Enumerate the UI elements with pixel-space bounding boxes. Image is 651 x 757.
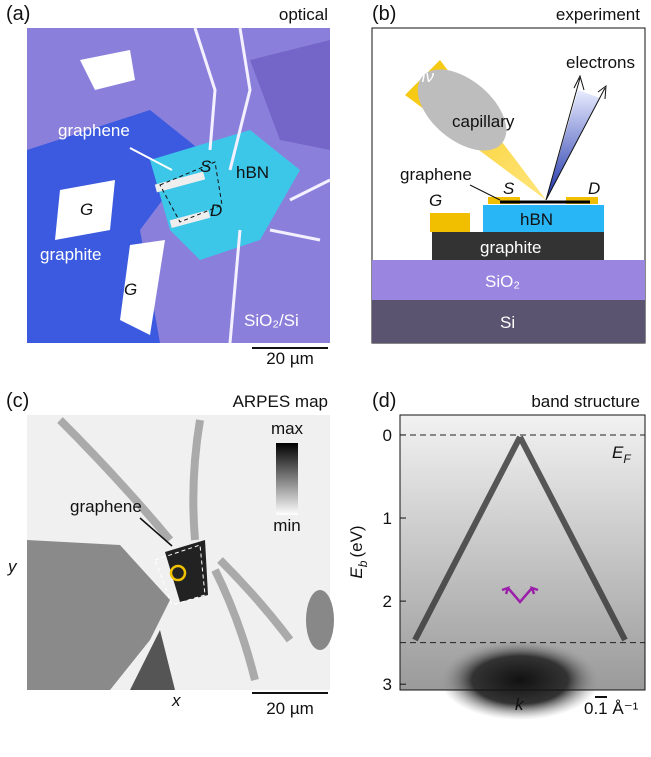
subscript: b: [356, 560, 370, 567]
axis-label: x: [171, 691, 181, 710]
label: graphite: [40, 245, 101, 264]
label: graphene: [58, 121, 130, 140]
unit: (eV): [347, 525, 366, 557]
gate-contact: [430, 213, 470, 232]
label: hBN: [236, 163, 269, 182]
label: graphene: [400, 165, 472, 184]
label: Si: [500, 313, 515, 332]
panel-label: (a): [6, 3, 30, 25]
subscript: F: [623, 452, 631, 466]
region: [306, 590, 334, 650]
label: D: [588, 179, 600, 198]
panel-title: band structure: [531, 392, 640, 411]
label: capillary: [452, 112, 515, 131]
label: graphite: [480, 238, 541, 257]
symbol: E: [347, 567, 366, 579]
panel-label: (c): [6, 390, 29, 412]
panel-a: (a) optical graphene S hBN D G graphite …: [6, 3, 330, 368]
scale-label: 20 µm: [266, 699, 314, 718]
panel-d: (d) band structure EF Eb(eV) k 0.1 Å⁻¹ 0…: [347, 390, 645, 720]
label: hBN: [520, 210, 553, 229]
label: G: [124, 280, 137, 299]
label: G: [429, 191, 442, 210]
label: G: [80, 200, 93, 219]
colorbar-label: min: [273, 516, 300, 535]
axis-label: y: [7, 557, 18, 576]
y-tick-label: 2: [383, 592, 392, 611]
panel-title: optical: [279, 5, 328, 24]
scale-label: 0.1 Å⁻¹: [584, 699, 639, 718]
panel-c: (c) ARPES map max min graphene y x 20 µm: [6, 390, 334, 718]
label: hν: [416, 67, 434, 86]
y-tick-label: 1: [383, 509, 392, 528]
figure: (a) optical graphene S hBN D G graphite …: [0, 0, 651, 752]
panel-b: (b) experiment hν capillary electrons gr…: [372, 3, 645, 343]
panel-label: (b): [372, 3, 396, 25]
label: S: [503, 179, 515, 198]
label: D: [210, 201, 222, 220]
y-axis-label: Eb (eV): [347, 525, 370, 578]
y-tick-label: 0: [383, 426, 392, 445]
symbol: E: [612, 443, 624, 462]
label: electrons: [566, 53, 635, 72]
panel-label: (d): [372, 390, 396, 412]
label: SiO₂: [485, 272, 520, 291]
panel-title: experiment: [556, 5, 640, 24]
colorbar: [276, 443, 298, 515]
colorbar-label: max: [271, 419, 304, 438]
label: S: [200, 157, 212, 176]
label: graphene: [70, 497, 142, 516]
panel-title: ARPES map: [233, 392, 328, 411]
label: SiO₂/Si: [244, 311, 299, 330]
scale-label: 20 µm: [266, 349, 314, 368]
y-tick-label: 3: [383, 675, 392, 694]
